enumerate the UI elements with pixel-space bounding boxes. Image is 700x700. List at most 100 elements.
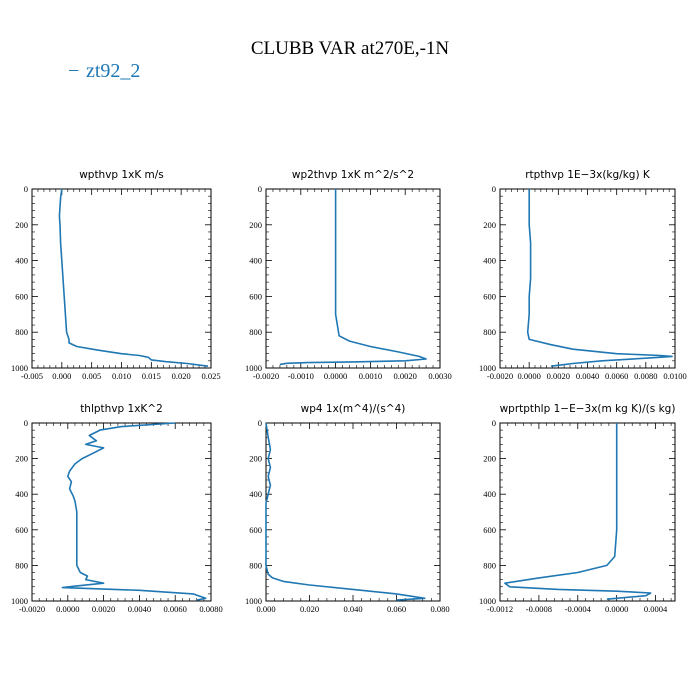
y-tick-label: 600	[249, 525, 262, 535]
y-tick-label: 400	[15, 256, 28, 266]
y-tick-label: 800	[483, 560, 496, 570]
x-tick-label: 0.0060	[164, 604, 187, 614]
y-tick-label: 800	[249, 327, 262, 337]
plot-frame	[265, 422, 441, 602]
x-tick-label: 0.0000	[517, 371, 540, 381]
x-tick-label: 0.0060	[605, 371, 628, 381]
x-tick-label: -0.0008	[526, 604, 552, 614]
y-tick-label: 0	[258, 184, 262, 194]
y-tick-label: 0	[492, 418, 496, 428]
x-tick-label: 0.0004	[644, 604, 668, 614]
legend-label: zt92_2	[86, 60, 140, 82]
y-tick-label: 800	[249, 560, 262, 570]
panel-3: rtpthvp 1E−3x(kg/kg) K -0.0020 0.0000 0.002…	[479, 169, 687, 381]
panel-title: wpthvp 1xK m/s	[79, 169, 164, 181]
plot-frame	[265, 188, 441, 369]
y-tick-label: 1000	[245, 596, 262, 606]
profile-line	[279, 189, 427, 366]
panel-title: wprtpthlp 1−E−3x(m kg K)/(s kg)	[500, 403, 676, 415]
x-tick-label: 0.025	[201, 371, 220, 381]
profile-line	[58, 188, 209, 367]
y-tick-label: 1000	[11, 596, 28, 606]
x-tick-label: 0.000	[256, 604, 275, 614]
y-tick-label: 0	[24, 184, 28, 194]
legend-line-marker: −	[68, 60, 79, 82]
x-tick-label: -0.0020	[487, 371, 513, 381]
x-tick-label: 0.020	[300, 604, 319, 614]
panel-grid: wpthvp 1xK m/s -0.005 0.000 0.005 0.010 0.015…	[11, 169, 687, 614]
y-tick-label: 200	[249, 454, 262, 464]
plot-frame	[499, 422, 676, 602]
x-tick-label: 0.040	[343, 604, 362, 614]
y-tick-label: 200	[483, 454, 496, 464]
x-tick-label: 0.000	[52, 371, 71, 381]
x-tick-label: 0.0040	[128, 604, 151, 614]
y-tick-label: 200	[15, 220, 28, 230]
panel-title: wp4 1x(m^4)/(s^4)	[301, 403, 406, 415]
profile-line	[526, 189, 673, 367]
y-tick-label: 800	[483, 327, 496, 337]
y-tick-label: 1000	[479, 596, 496, 606]
plot-frame	[31, 422, 212, 602]
x-tick-label: -0.0010	[288, 371, 314, 381]
legend: − zt92_2	[68, 60, 140, 82]
y-tick-label: 600	[15, 525, 28, 535]
x-tick-label: 0.0080	[634, 371, 657, 381]
panel-title: wp2thvp 1xK m^2/s^2	[292, 169, 414, 181]
panel-2: wp2thvp 1xK m^2/s^2 -0.0020 -0.0010 0.0000 0…	[245, 169, 452, 381]
x-tick-label: 0.0100	[663, 371, 686, 381]
x-tick-label: 0.0020	[92, 604, 115, 614]
y-tick-label: 1000	[245, 363, 262, 373]
x-tick-label: 0.060	[387, 604, 406, 614]
x-tick-label: -0.005	[21, 371, 43, 381]
y-tick-label: 400	[249, 489, 262, 499]
y-tick-label: 400	[15, 489, 28, 499]
y-tick-label: 0	[492, 184, 496, 194]
y-tick-label: 800	[15, 327, 28, 337]
figure-title: CLUBB VAR at270E,-1N	[251, 38, 450, 59]
y-tick-label: 200	[483, 220, 496, 230]
y-tick-label: 400	[483, 489, 496, 499]
x-tick-label: 0.020	[172, 371, 191, 381]
x-tick-label: 0.0080	[199, 604, 222, 614]
y-tick-label: 1000	[479, 363, 496, 373]
y-tick-label: 600	[483, 525, 496, 535]
x-tick-label: 0.0020	[547, 371, 570, 381]
y-tick-label: 600	[483, 291, 496, 301]
x-tick-label: -0.0012	[487, 604, 513, 614]
profile-line	[61, 422, 207, 601]
panel-6: wprtpthlp 1−E−3x(m kg K)/(s kg) -0.0012 -0…	[479, 403, 676, 614]
profile-line	[265, 422, 426, 601]
x-tick-label: 0.005	[82, 371, 101, 381]
y-tick-label: 400	[483, 256, 496, 266]
x-tick-label: -0.0020	[253, 371, 279, 381]
y-tick-label: 800	[15, 560, 28, 570]
x-tick-label: 0.0020	[394, 371, 417, 381]
x-tick-label: 0.080	[430, 604, 449, 614]
y-tick-label: 200	[249, 220, 262, 230]
x-tick-label: 0.0000	[56, 604, 79, 614]
y-tick-label: 600	[249, 291, 262, 301]
y-tick-label: 1000	[11, 363, 28, 373]
panel-title: rtpthvp 1E−3x(kg/kg) K	[525, 169, 651, 181]
x-tick-label: 0.0040	[576, 371, 599, 381]
panel-4: thlpthvp 1xK^2 -0.0020 0.0000 0.0020 0.0040 0…	[11, 403, 223, 614]
x-tick-label: 0.0010	[359, 371, 382, 381]
x-tick-label: 0.0000	[605, 604, 628, 614]
y-tick-label: 0	[24, 418, 28, 428]
panel-1: wpthvp 1xK m/s -0.005 0.000 0.005 0.010 0.015…	[11, 169, 221, 381]
panel-5: wp4 1x(m^4)/(s^4) 0.000 0.020 0.040 0.060 0.0…	[245, 403, 450, 614]
x-tick-label: 0.0030	[428, 371, 451, 381]
y-tick-label: 400	[249, 256, 262, 266]
panel-title: thlpthvp 1xK^2	[80, 403, 163, 415]
x-tick-label: -0.0004	[565, 604, 592, 614]
x-tick-label: 0.0000	[324, 371, 347, 381]
y-tick-label: 0	[258, 418, 262, 428]
profile-line	[504, 423, 652, 600]
y-tick-label: 600	[15, 291, 28, 301]
y-tick-label: 200	[15, 454, 28, 464]
x-tick-label: 0.015	[142, 371, 161, 381]
x-tick-label: -0.0020	[19, 604, 45, 614]
x-tick-label: 0.010	[112, 371, 131, 381]
